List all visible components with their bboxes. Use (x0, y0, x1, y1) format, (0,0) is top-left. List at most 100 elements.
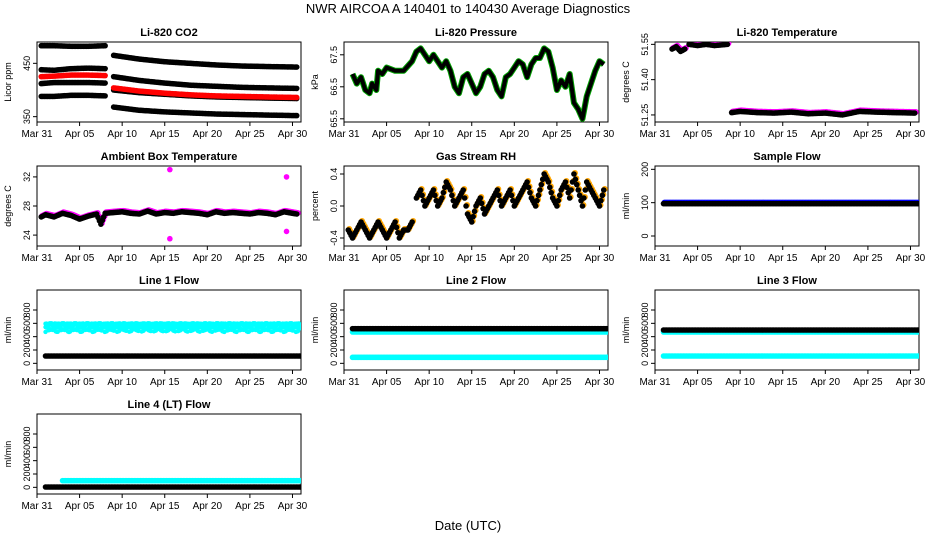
x-tick-label: Apr 05 (683, 377, 713, 388)
series-temp-b (686, 42, 732, 49)
x-tick-label: Apr 20 (811, 377, 841, 388)
data-point (293, 94, 300, 101)
x-tick-label: Apr 10 (414, 253, 444, 264)
x-tick-label: Apr 25 (235, 253, 265, 264)
data-point (419, 192, 425, 199)
x-tick-label: Apr 25 (853, 377, 883, 388)
data-point (524, 179, 530, 185)
x-tick-label: Apr 30 (896, 377, 926, 388)
series-level-4-cont (110, 104, 300, 119)
data-point (432, 192, 438, 199)
x-tick-label: Apr 15 (768, 253, 798, 264)
panel-title: Line 3 Flow (757, 275, 817, 287)
x-tick-label: Apr 10 (414, 129, 444, 140)
x-tick-label: Apr 10 (725, 377, 755, 388)
data-point (439, 195, 445, 201)
series-level-1-cont (110, 52, 300, 70)
data-point (579, 203, 586, 209)
x-tick-label: Apr 20 (500, 253, 530, 264)
series-level-1 (38, 42, 108, 50)
x-axis-title: Date (UTC) (434, 518, 502, 533)
y-tick-label: 0 (329, 361, 339, 366)
data-point (911, 110, 918, 116)
data-point (916, 327, 919, 333)
y-axis-label: percent (310, 190, 320, 221)
data-point (293, 112, 300, 119)
y-axis-label: ml/min (310, 317, 320, 344)
plot-frame (36, 41, 302, 123)
data-point (447, 187, 454, 193)
data-point (393, 224, 400, 231)
y-tick-label: 600 (22, 316, 32, 331)
x-tick-label: Mar 31 (639, 129, 671, 140)
data-point (538, 181, 545, 188)
plot-area (660, 199, 919, 207)
x-tick-label: Apr 20 (811, 129, 841, 140)
y-axis-label: degrees C (3, 185, 13, 227)
data-point (102, 42, 108, 49)
panel-title: Li-820 Temperature (737, 27, 838, 39)
data-point (167, 166, 173, 173)
x-tick-label: Apr 30 (896, 129, 926, 140)
y-axis-label: degrees C (621, 61, 631, 103)
plot-area (38, 42, 300, 119)
data-point (534, 197, 540, 204)
x-tick-label: Apr 30 (278, 501, 308, 512)
x-tick-label: Apr 25 (235, 377, 265, 388)
series-line2-cyan (349, 354, 608, 361)
series-ambient (38, 207, 301, 227)
data-point (102, 72, 108, 79)
x-tick-label: Apr 25 (542, 377, 572, 388)
x-tick-label: Apr 30 (896, 253, 926, 264)
y-axis-label: ml/min (621, 193, 631, 220)
data-point (555, 197, 562, 204)
series-line3-cyan (660, 353, 919, 359)
data-point (102, 65, 108, 72)
figure-title: NWR AIRCOA A 140401 to 140430 Average Di… (305, 1, 631, 16)
y-tick-label: 28 (22, 201, 32, 211)
y-tick-label: 400 (640, 329, 650, 344)
series-level-3 (38, 79, 108, 87)
series-line1-black (42, 353, 301, 359)
data-point (724, 42, 731, 48)
data-point (554, 203, 560, 209)
data-point (478, 200, 485, 207)
data-point (916, 353, 919, 359)
x-tick-label: Mar 31 (328, 253, 360, 264)
x-tick-label: Apr 15 (150, 253, 180, 264)
x-tick-label: Apr 10 (725, 129, 755, 140)
data-point (581, 195, 587, 201)
series-level-2 (38, 65, 108, 74)
series-level-2-cont (110, 73, 300, 92)
y-tick-label: 450 (22, 56, 32, 71)
series-line4-black (42, 484, 301, 490)
x-tick-label: Mar 31 (639, 253, 671, 264)
series-sample-flow (660, 199, 919, 207)
series-temp-a (669, 42, 689, 55)
y-tick-label: 32 (22, 172, 32, 182)
x-tick-label: Apr 25 (235, 129, 265, 140)
x-tick-label: Apr 20 (193, 129, 223, 140)
data-point (573, 181, 580, 188)
series-line2-black (349, 325, 608, 332)
y-tick-label: 400 (22, 329, 32, 344)
panel-title: Li-820 Pressure (435, 27, 517, 39)
plot-area (660, 327, 919, 359)
y-tick-label: 350 (22, 109, 32, 124)
x-tick-label: Apr 10 (107, 253, 137, 264)
y-tick-label: 0 (640, 233, 650, 238)
data-point (470, 213, 476, 220)
data-point (283, 228, 290, 235)
data-point (562, 179, 569, 185)
series-rh-mid (413, 170, 608, 225)
plot-area (345, 170, 608, 241)
x-tick-label: Apr 05 (65, 501, 95, 512)
y-axis-label: kPa (310, 74, 320, 90)
x-tick-label: Apr 15 (150, 501, 180, 512)
y-tick-label: 51.40 (640, 68, 650, 91)
